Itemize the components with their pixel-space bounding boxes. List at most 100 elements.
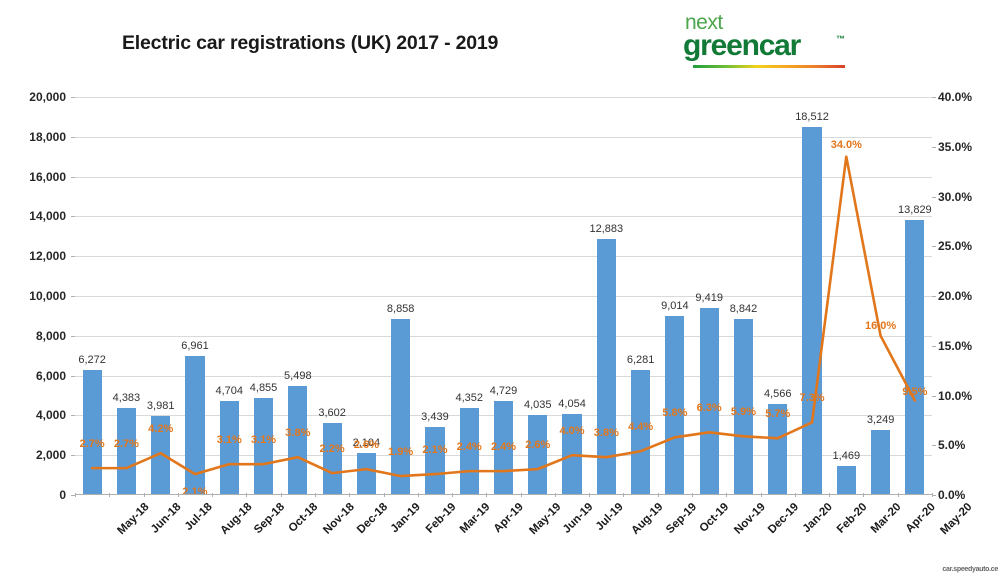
line-series (90, 155, 917, 478)
x-axis-label-Dec-19[interactable]: Dec-19 (766, 501, 802, 537)
x-axis-label-Nov-19[interactable]: Nov-19 (732, 501, 769, 537)
line-value-label: 2.4% (456, 441, 482, 454)
y-axis-left-tick-label: 6,000 (35, 368, 66, 383)
x-axis-baseline (75, 494, 932, 495)
bar-Mar-19[interactable] (425, 426, 445, 495)
bar-Aug-19[interactable] (596, 238, 616, 495)
bar-Oct-19[interactable] (665, 315, 685, 495)
x-axis-label-Feb-20[interactable]: Feb-20 (834, 501, 870, 536)
bar-Aug-18[interactable] (185, 356, 205, 495)
bar-Jan-20[interactable] (768, 404, 788, 495)
bar-Apr-20[interactable] (870, 430, 891, 495)
y-axis-right-tick-label: 40.0% (938, 90, 973, 104)
bar-Feb-19[interactable] (391, 318, 411, 495)
y-axis-left-tick-label: 14,000 (29, 209, 66, 224)
y-axis-right-tick (932, 146, 936, 148)
bar-Feb-20[interactable] (802, 126, 822, 495)
x-axis-tick (554, 493, 556, 497)
bar-Jun-18[interactable] (116, 407, 136, 495)
line-value-label: 2.7% (113, 438, 139, 451)
x-axis-label-Feb-19[interactable]: Feb-19 (423, 501, 459, 536)
x-axis-tick (486, 493, 488, 497)
x-axis-label-Oct-18[interactable]: Oct-18 (286, 501, 320, 535)
y-axis-right-tick-label: 15.0% (938, 338, 973, 353)
y-axis-right-tick-label: 10.0% (938, 388, 973, 403)
line-value-label: 2.6% (525, 439, 551, 452)
x-axis-label-Jun-19[interactable]: Jun-19 (560, 501, 596, 536)
bar-value-label: 4,054 (558, 398, 586, 411)
y-axis-left-tick (71, 296, 75, 297)
line-value-label: 3.8% (285, 427, 311, 440)
x-axis-label-Jul-19[interactable]: Jul-19 (593, 501, 626, 533)
bar-Jan-19[interactable] (356, 453, 376, 495)
x-axis-tick (212, 493, 214, 497)
y-axis-left-tick-label: 12,000 (29, 249, 66, 264)
x-axis-tick (177, 493, 179, 497)
x-axis-label-Sep-19[interactable]: Sep-19 (663, 501, 699, 537)
bar-value-label: 4,352 (455, 392, 483, 405)
bar-value-label: 3,981 (146, 399, 175, 412)
x-axis-label-Apr-19[interactable]: Apr-19 (491, 501, 527, 536)
bar-value-label: 8,842 (729, 303, 758, 316)
x-axis-label-Mar-20[interactable]: Mar-20 (869, 501, 904, 536)
line-value-label: 4.4% (628, 421, 654, 434)
bar-Mar-20[interactable] (836, 465, 856, 495)
bar-value-label: 6,272 (78, 354, 106, 367)
bar-Sep-19[interactable] (631, 370, 651, 495)
line-value-label: 1.9% (388, 446, 414, 459)
x-axis-label-Aug-18[interactable]: Aug-18 (218, 501, 255, 538)
x-axis-label-Oct-19[interactable]: Oct-19 (697, 501, 732, 535)
x-axis-label-Dec-18[interactable]: Dec-18 (355, 501, 391, 537)
line-value-label: 2.7% (79, 438, 105, 451)
market-share-line (90, 155, 917, 478)
y-axis-left-tick-label: 16,000 (29, 169, 66, 184)
bar-Apr-19[interactable] (459, 408, 479, 495)
y-axis-left-tick-label: 10,000 (29, 289, 66, 303)
y-axis-left-tick (71, 176, 75, 178)
x-axis-tick (932, 493, 933, 497)
bar-Nov-19[interactable] (699, 307, 719, 495)
gridline (75, 256, 932, 258)
x-axis-tick (863, 493, 865, 497)
y-axis-right-tick-label: 0.0% (938, 488, 966, 502)
bar-value-label: 5,498 (284, 369, 312, 382)
y-axis-left-tick-label: 18,000 (29, 129, 66, 144)
x-axis-label-Nov-18[interactable]: Nov-18 (321, 501, 357, 537)
logo-gradient-bar (693, 65, 845, 68)
bar-May-18[interactable] (82, 370, 102, 495)
y-axis-left-tick (71, 136, 75, 138)
line-value-label: 3.1% (250, 434, 277, 447)
x-axis-label-Jul-18[interactable]: Jul-18 (182, 501, 215, 533)
bar-value-label: 3,439 (421, 410, 449, 423)
bar-value-label: 3,602 (318, 407, 346, 420)
line-value-label: 5.9% (730, 406, 756, 419)
bar-May-20[interactable] (905, 219, 925, 495)
x-axis-label-May-19[interactable]: May-19 (526, 501, 563, 538)
bar-Dec-18[interactable] (322, 423, 342, 495)
x-axis-label-Mar-19[interactable]: Mar-19 (457, 501, 493, 536)
bar-Oct-18[interactable] (253, 398, 274, 495)
x-axis-tick (349, 493, 351, 497)
y-axis-right-tick (932, 246, 936, 248)
bar-Jun-19[interactable] (528, 414, 548, 495)
bar-Jul-18[interactable] (151, 415, 171, 495)
line-value-label: 3.8% (593, 427, 619, 440)
bar-Dec-19[interactable] (733, 319, 754, 495)
x-axis-label-Jan-19[interactable]: Jan-19 (389, 501, 424, 536)
y-axis-left-tick (71, 216, 75, 218)
x-axis-label-May-20[interactable]: May-20 (938, 501, 975, 538)
x-axis-label-Aug-19[interactable]: Aug-19 (629, 501, 666, 538)
x-axis-label-Apr-20[interactable]: Apr-20 (903, 501, 938, 536)
bar-value-label: 8,858 (386, 302, 415, 315)
bar-value-label: 2,104 (352, 437, 381, 450)
x-axis-label-May-18[interactable]: May-18 (115, 501, 152, 538)
x-axis-label-Sep-18[interactable]: Sep-18 (252, 501, 288, 537)
gridline (75, 136, 932, 138)
x-axis-label-Jan-20[interactable]: Jan-20 (800, 501, 835, 536)
gridline (75, 335, 932, 337)
bar-value-label: 4,383 (112, 391, 141, 404)
bar-Sep-18[interactable] (219, 401, 239, 495)
gridline (75, 97, 932, 98)
bar-Nov-18[interactable] (288, 385, 308, 495)
x-axis-label-Jun-18[interactable]: Jun-18 (149, 501, 184, 536)
